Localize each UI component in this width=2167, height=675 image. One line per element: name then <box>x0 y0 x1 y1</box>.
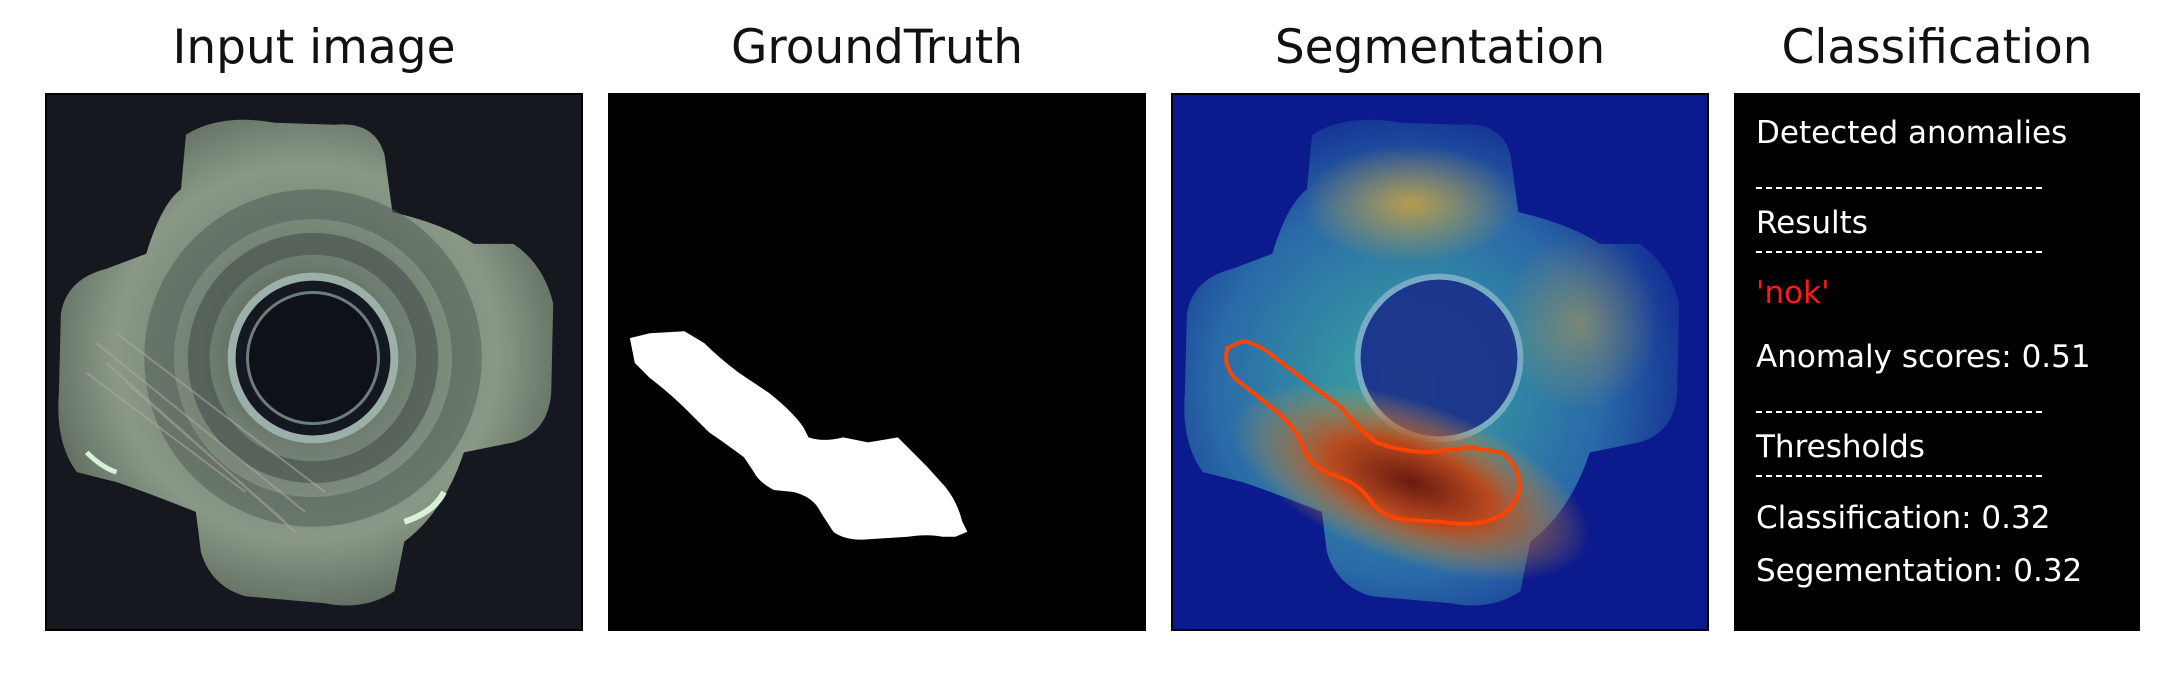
separator-line <box>1756 475 2042 477</box>
separator-line <box>1756 187 2042 189</box>
prediction-result: 'nok' <box>1756 275 1830 311</box>
classification-title: Classification <box>1781 20 2093 75</box>
separator-line <box>1756 411 2042 413</box>
segmentation-panel <box>1171 93 1709 631</box>
classification-threshold-value: Classification: 0.32 <box>1756 500 2051 536</box>
input-image-panel <box>45 93 583 631</box>
segmentation-threshold-value: Segementation: 0.32 <box>1756 553 2083 589</box>
anomaly-heatmap-overlay-icon <box>1173 95 1707 629</box>
ground-truth-title: GroundTruth <box>730 20 1023 75</box>
detected-anomalies-label: Detected anomalies <box>1756 115 2068 151</box>
ground-truth-panel <box>608 93 1146 631</box>
thresholds-label: Thresholds <box>1756 429 1925 465</box>
separator-line <box>1756 251 2042 253</box>
segmentation-title: Segmentation <box>1274 20 1606 75</box>
results-label: Results <box>1756 205 1868 241</box>
anomaly-scores-value: Anomaly scores: 0.51 <box>1756 339 2091 375</box>
hex-nut-photo-icon <box>47 95 581 629</box>
input-image-title: Input image <box>172 20 456 75</box>
classification-panel: Detected anomalies Results 'nok' Anomaly… <box>1734 93 2140 631</box>
defect-mask-icon <box>610 95 1144 629</box>
